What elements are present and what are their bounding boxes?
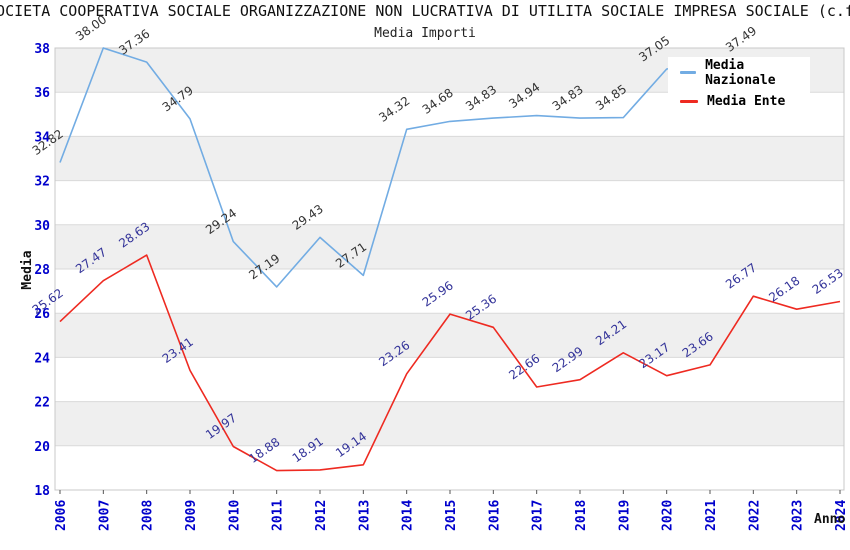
x-tick-label: 2008 (141, 500, 156, 531)
y-tick-label: 18 (34, 484, 50, 499)
y-tick-label: 20 (34, 440, 50, 455)
y-axis-title: Media (20, 250, 35, 289)
band (55, 401, 844, 446)
y-tick-label: 24 (34, 351, 50, 366)
legend-item-media-ente: Media Ente (668, 94, 810, 109)
y-tick-label: 30 (34, 219, 50, 234)
x-axis-title: Anno (814, 512, 845, 527)
data-label: 25.96 (420, 278, 456, 309)
x-tick-label: 2023 (791, 500, 806, 531)
media-ente-line (59, 254, 841, 472)
x-tick-label: 2015 (444, 500, 459, 531)
data-label: 34.32 (376, 94, 412, 125)
band (55, 136, 844, 181)
x-tick-label: 2006 (54, 500, 69, 531)
x-tick-label: 2014 (401, 500, 416, 531)
x-tick-label: 2007 (97, 500, 112, 531)
chart-legend: Media Nazionale Media Ente (668, 57, 810, 109)
band (55, 224, 844, 269)
y-tick-label: 22 (34, 396, 50, 411)
x-tick-label: 2021 (704, 500, 719, 531)
x-tick-label: 2017 (531, 500, 546, 531)
chart-title: SOCIETA COOPERATIVA SOCIALE ORGANIZZAZIO… (0, 2, 850, 20)
y-tick-label: 28 (34, 263, 50, 278)
chart-title-text: SOCIETA COOPERATIVA SOCIALE ORGANIZZAZIO… (0, 2, 850, 20)
x-tick-label: 2020 (661, 500, 676, 531)
x-tick-label: 2010 (227, 500, 242, 531)
x-tick-label: 2009 (184, 500, 199, 531)
x-tick-label: 2012 (314, 500, 329, 531)
media-ente-line-swatch (680, 99, 698, 103)
y-tick-label: 36 (34, 86, 50, 101)
x-tick-label: 2022 (747, 500, 762, 531)
x-tick-label: 2024 (834, 500, 849, 531)
chart-subtitle: Media Importi (374, 26, 476, 41)
x-tick-label: 2016 (487, 500, 502, 531)
media-nazionale-line-swatch (680, 71, 697, 74)
x-tick-label: 2011 (271, 500, 286, 531)
media-nazionale-line (59, 47, 754, 288)
x-tick-label: 2018 (574, 500, 589, 531)
data-label: 26.53 (810, 266, 846, 297)
data-label: 26.18 (766, 274, 802, 305)
data-label: 38.00 (73, 12, 109, 43)
legend-item-media-nazionale: Media Nazionale (668, 58, 810, 88)
x-tick-label: 2019 (617, 500, 632, 531)
x-tick-label: 2013 (357, 500, 372, 531)
legend-label: Media Ente (707, 93, 786, 109)
y-tick-label: 38 (34, 42, 50, 57)
y-tick-label: 26 (34, 307, 50, 322)
y-tick-label: 32 (34, 175, 50, 190)
y-tick-label: 34 (34, 130, 50, 145)
band (55, 313, 844, 358)
legend-label: Media Nazionale (705, 57, 776, 88)
